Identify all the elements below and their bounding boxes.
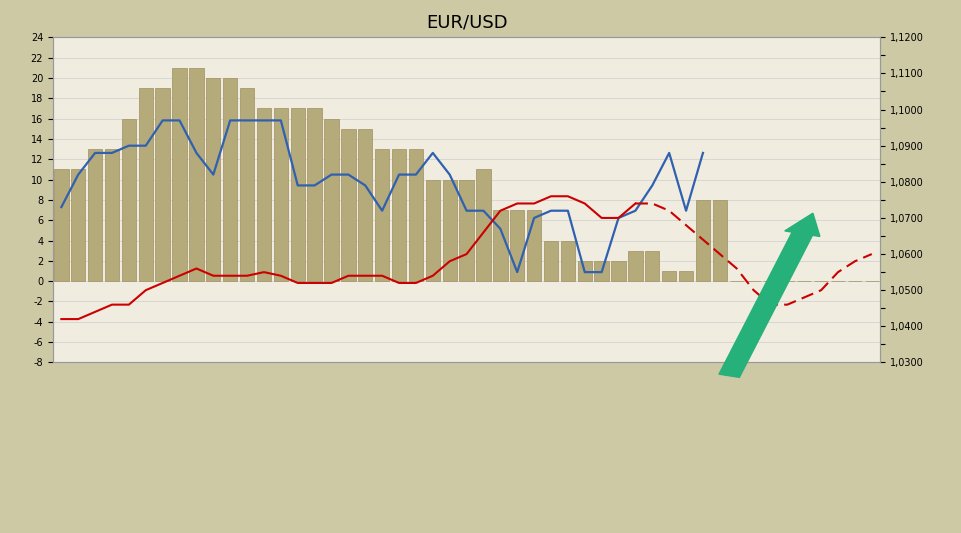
Bar [628, 251, 642, 281]
Bar [87, 149, 102, 281]
Bar [324, 119, 338, 281]
Bar [391, 149, 406, 281]
Bar [105, 149, 119, 281]
Bar [290, 108, 305, 281]
Bar [189, 68, 204, 281]
Bar [273, 108, 287, 281]
Bar [560, 240, 575, 281]
Bar [442, 180, 456, 281]
Bar [223, 78, 237, 281]
Bar [577, 261, 591, 281]
Bar [425, 180, 439, 281]
Bar [543, 240, 557, 281]
Bar [341, 129, 356, 281]
Bar [375, 149, 389, 281]
Bar [239, 88, 254, 281]
Bar [645, 251, 659, 281]
Bar [257, 108, 271, 281]
Bar [678, 271, 693, 281]
Bar [695, 200, 709, 281]
Bar [594, 261, 608, 281]
Title: EUR/USD: EUR/USD [426, 13, 506, 31]
Bar [509, 210, 524, 281]
Bar [493, 210, 507, 281]
Bar [308, 108, 321, 281]
FancyArrow shape [718, 213, 819, 377]
Bar [71, 169, 86, 281]
Bar [459, 180, 473, 281]
Bar [611, 261, 625, 281]
Bar [138, 88, 153, 281]
Bar [54, 169, 68, 281]
Bar [476, 169, 490, 281]
Bar [122, 119, 136, 281]
Bar [206, 78, 220, 281]
Bar [408, 149, 423, 281]
Bar [712, 200, 727, 281]
Bar [172, 68, 186, 281]
Bar [357, 129, 372, 281]
Bar [156, 88, 170, 281]
Bar [661, 271, 676, 281]
Bar [527, 210, 541, 281]
